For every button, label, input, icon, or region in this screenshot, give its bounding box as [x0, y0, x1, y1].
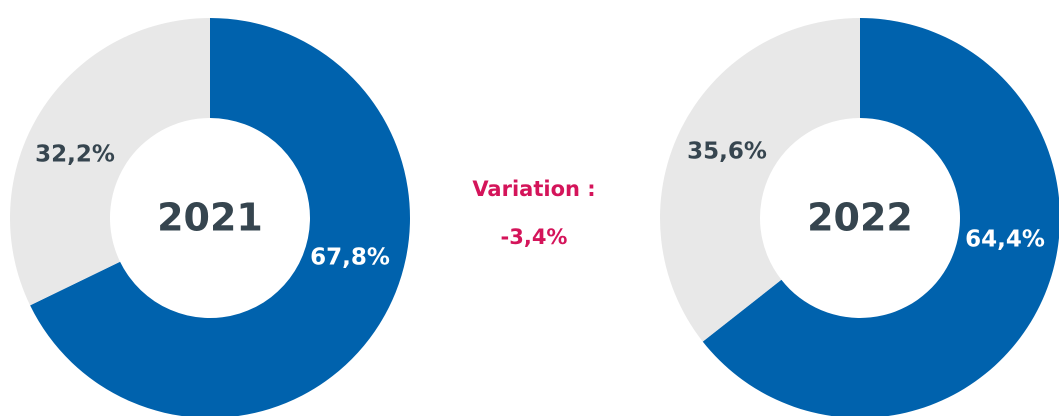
- donut-slice: [702, 18, 1059, 416]
- data-label: 35,6%: [687, 139, 767, 165]
- donut-slice: [659, 18, 860, 342]
- donut-slice: [9, 18, 210, 306]
- variation-value: -3,4%: [501, 225, 568, 249]
- data-label: 64,4%: [965, 227, 1045, 253]
- chart-title: 2021: [157, 196, 263, 240]
- variation-label: Variation :: [472, 177, 595, 201]
- chart-title: 2022: [807, 196, 913, 240]
- data-label: 67,8%: [310, 245, 390, 271]
- data-label: 32,2%: [35, 142, 115, 168]
- donut-slice: [30, 18, 410, 416]
